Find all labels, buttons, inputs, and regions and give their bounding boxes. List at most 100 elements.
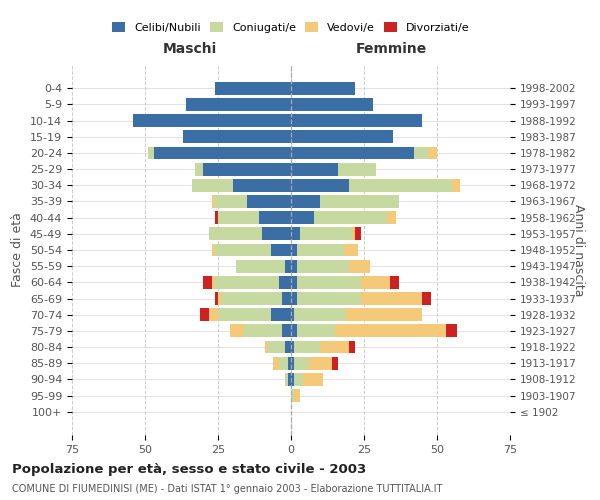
- Bar: [288, 356, 291, 370]
- Bar: [390, 276, 399, 289]
- Bar: [282, 324, 291, 338]
- Bar: [297, 324, 335, 338]
- Bar: [314, 211, 388, 224]
- Bar: [280, 356, 288, 370]
- Bar: [300, 228, 352, 240]
- Bar: [271, 308, 291, 321]
- Text: Popolazione per età, sesso e stato civile - 2003: Popolazione per età, sesso e stato civil…: [12, 462, 366, 475]
- Bar: [335, 324, 446, 338]
- Bar: [291, 373, 294, 386]
- Bar: [194, 162, 203, 175]
- Bar: [291, 308, 294, 321]
- Bar: [230, 324, 244, 338]
- Bar: [291, 276, 297, 289]
- Bar: [344, 244, 358, 256]
- Bar: [291, 340, 294, 353]
- Bar: [215, 195, 247, 208]
- Bar: [282, 292, 291, 305]
- Bar: [291, 356, 294, 370]
- Bar: [294, 356, 308, 370]
- Bar: [259, 211, 291, 224]
- Bar: [288, 373, 291, 386]
- Bar: [291, 98, 373, 111]
- Y-axis label: Anni di nascita: Anni di nascita: [572, 204, 585, 296]
- Bar: [291, 114, 422, 127]
- Bar: [349, 260, 370, 272]
- Bar: [338, 162, 376, 175]
- Bar: [352, 228, 355, 240]
- Bar: [212, 195, 215, 208]
- Bar: [183, 130, 291, 143]
- Text: Femmine: Femmine: [356, 42, 427, 56]
- Bar: [192, 179, 233, 192]
- Bar: [215, 276, 280, 289]
- Bar: [285, 260, 291, 272]
- Bar: [203, 162, 291, 175]
- Bar: [291, 82, 355, 95]
- Bar: [186, 98, 291, 111]
- Bar: [291, 179, 349, 192]
- Bar: [308, 356, 332, 370]
- Bar: [346, 308, 422, 321]
- Bar: [221, 292, 282, 305]
- Bar: [133, 114, 291, 127]
- Bar: [291, 389, 294, 402]
- Bar: [218, 211, 259, 224]
- Bar: [291, 211, 314, 224]
- Bar: [349, 340, 355, 353]
- Bar: [332, 356, 338, 370]
- Bar: [291, 195, 320, 208]
- Bar: [291, 324, 297, 338]
- Bar: [265, 340, 268, 353]
- Bar: [320, 195, 399, 208]
- Bar: [297, 276, 361, 289]
- Bar: [236, 260, 285, 272]
- Bar: [244, 324, 282, 338]
- Bar: [247, 195, 291, 208]
- Bar: [285, 373, 288, 386]
- Bar: [285, 340, 291, 353]
- Bar: [209, 308, 218, 321]
- Bar: [218, 308, 271, 321]
- Bar: [297, 244, 344, 256]
- Bar: [294, 340, 320, 353]
- Bar: [291, 146, 413, 160]
- Bar: [355, 228, 361, 240]
- Bar: [148, 146, 154, 160]
- Bar: [294, 373, 302, 386]
- Bar: [349, 179, 452, 192]
- Legend: Celibi/Nubili, Coniugati/e, Vedovi/e, Divorziati/e: Celibi/Nubili, Coniugati/e, Vedovi/e, Di…: [112, 22, 470, 33]
- Bar: [262, 228, 291, 240]
- Bar: [233, 179, 291, 192]
- Bar: [291, 244, 297, 256]
- Bar: [452, 179, 460, 192]
- Bar: [291, 260, 297, 272]
- Bar: [274, 356, 280, 370]
- Bar: [215, 82, 291, 95]
- Bar: [215, 244, 271, 256]
- Bar: [212, 244, 215, 256]
- Bar: [218, 292, 221, 305]
- Bar: [297, 292, 361, 305]
- Bar: [446, 324, 457, 338]
- Bar: [203, 276, 212, 289]
- Y-axis label: Fasce di età: Fasce di età: [11, 212, 25, 288]
- Bar: [154, 146, 291, 160]
- Bar: [413, 146, 428, 160]
- Bar: [271, 244, 291, 256]
- Bar: [268, 340, 285, 353]
- Bar: [291, 292, 297, 305]
- Bar: [209, 228, 262, 240]
- Bar: [297, 260, 349, 272]
- Bar: [422, 292, 431, 305]
- Bar: [361, 292, 422, 305]
- Bar: [294, 389, 300, 402]
- Bar: [212, 276, 215, 289]
- Bar: [361, 276, 390, 289]
- Bar: [294, 308, 346, 321]
- Bar: [215, 211, 218, 224]
- Bar: [291, 228, 300, 240]
- Bar: [291, 162, 338, 175]
- Bar: [280, 276, 291, 289]
- Bar: [320, 340, 349, 353]
